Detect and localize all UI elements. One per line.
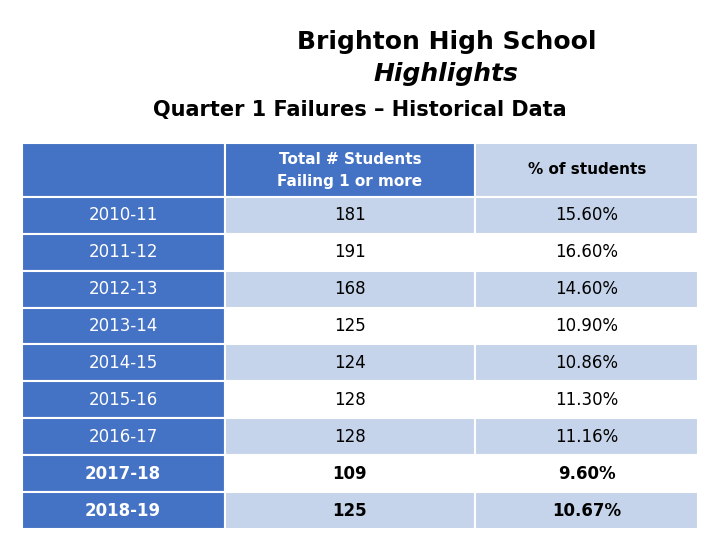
Text: 10.67%: 10.67% (552, 502, 621, 519)
Text: Failing 1 or more: Failing 1 or more (277, 174, 423, 189)
Text: 11.16%: 11.16% (555, 428, 618, 446)
Text: 191: 191 (334, 243, 366, 261)
Text: 128: 128 (334, 428, 366, 446)
Text: 14.60%: 14.60% (555, 280, 618, 298)
Text: 125: 125 (334, 317, 366, 335)
Text: 2011-12: 2011-12 (89, 243, 158, 261)
Text: 2010-11: 2010-11 (89, 206, 158, 224)
Text: 11.30%: 11.30% (555, 391, 618, 409)
Text: 10.90%: 10.90% (555, 317, 618, 335)
Text: 124: 124 (334, 354, 366, 372)
Text: 2014-15: 2014-15 (89, 354, 158, 372)
Text: 168: 168 (334, 280, 366, 298)
Text: 128: 128 (334, 391, 366, 409)
Text: Total # Students: Total # Students (279, 152, 421, 167)
Text: % of students: % of students (528, 163, 646, 177)
Text: Quarter 1 Failures – Historical Data: Quarter 1 Failures – Historical Data (153, 100, 567, 120)
Text: 125: 125 (333, 502, 367, 519)
Text: 181: 181 (334, 206, 366, 224)
Text: 10.86%: 10.86% (555, 354, 618, 372)
Text: 2013-14: 2013-14 (89, 317, 158, 335)
Text: 2016-17: 2016-17 (89, 428, 158, 446)
Text: 2017-18: 2017-18 (85, 465, 161, 483)
Text: 15.60%: 15.60% (555, 206, 618, 224)
Text: 16.60%: 16.60% (555, 243, 618, 261)
Text: Highlights: Highlights (374, 62, 519, 86)
Text: 109: 109 (333, 465, 367, 483)
Text: 2018-19: 2018-19 (85, 502, 161, 519)
Text: 2012-13: 2012-13 (89, 280, 158, 298)
Text: 2015-16: 2015-16 (89, 391, 158, 409)
Text: Brighton High School: Brighton High School (297, 30, 596, 53)
Text: 9.60%: 9.60% (558, 465, 616, 483)
